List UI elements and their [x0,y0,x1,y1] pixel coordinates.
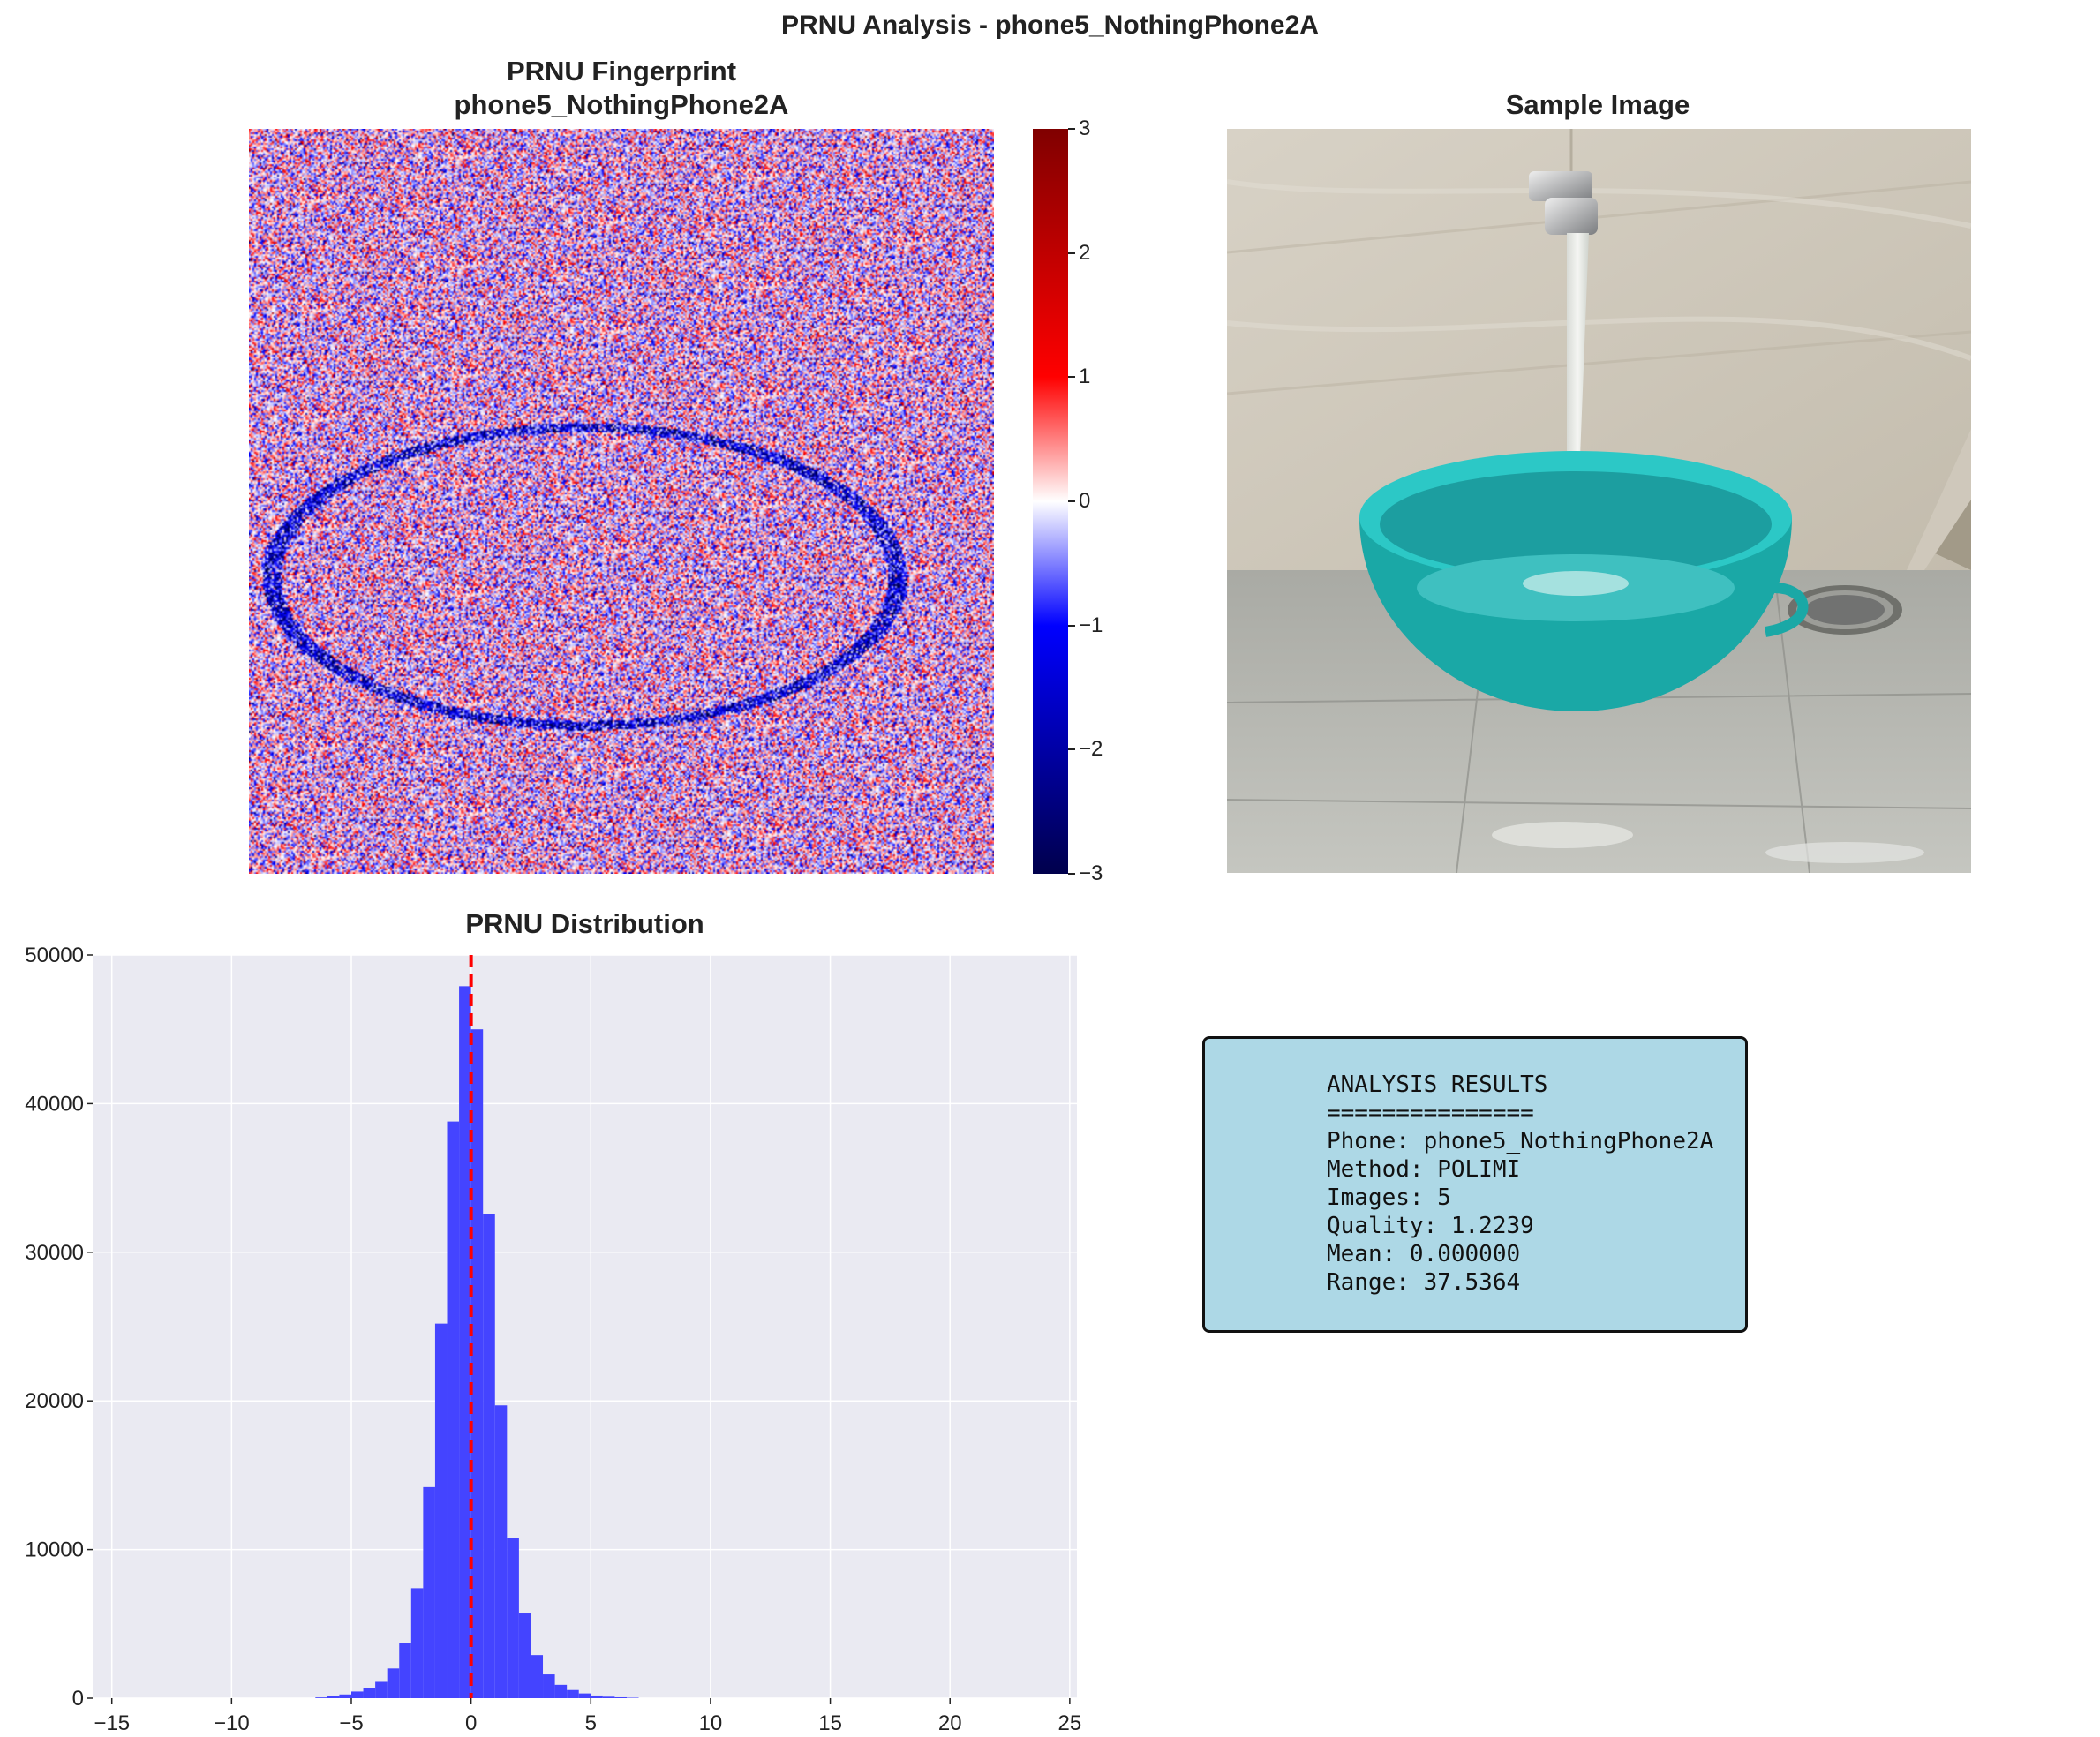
fingerprint-title-line1: PRNU Fingerprint [506,56,737,86]
colorbar-tick-label: 0 [1079,489,1091,513]
results-line: =============== [1327,1100,1534,1126]
prnu-fingerprint-heatmap [249,129,994,874]
colorbar-tick-label: 1 [1079,365,1091,389]
colorbar: 3 2 1 0 −1 −2 −3 [1033,118,1103,884]
y-tick-label: 30000 [25,1241,84,1265]
sample-image [1227,129,1971,873]
histogram-bar [327,1696,340,1698]
results-line: Range: 37.5364 [1327,1269,1521,1296]
x-tick-label: −15 [94,1711,130,1735]
results-line: Quality: 1.2239 [1327,1213,1534,1239]
histogram-bar [423,1486,435,1698]
results-line: Phone: phone5_NothingPhone2A [1327,1128,1714,1154]
colorbar-tick [1068,500,1075,502]
results-line: Images: 5 [1327,1184,1451,1211]
colorbar-tick-label: 3 [1079,117,1091,140]
results-line: Method: POLIMI [1327,1156,1521,1183]
x-tick-label: 0 [465,1711,477,1735]
histogram-bar [470,1029,484,1698]
y-tick-label: 20000 [25,1389,84,1413]
x-tick-label: 20 [938,1711,962,1735]
colorbar-tick-label: −3 [1079,861,1103,885]
colorbar-tick [1068,128,1075,130]
histogram-bar [614,1696,627,1698]
histogram-bar [543,1674,555,1698]
x-tick-label: −5 [339,1711,363,1735]
x-tick-label: 25 [1058,1711,1082,1735]
histogram-bar [626,1697,639,1698]
histogram-bar [339,1694,351,1698]
histogram-bar [494,1405,508,1698]
histogram-bar [507,1538,519,1698]
histogram-bar [350,1691,364,1698]
histogram-bar [591,1695,603,1698]
histogram-bar [447,1121,460,1698]
results-line: Mean: 0.000000 [1327,1241,1521,1267]
histogram-bar [578,1693,591,1698]
fingerprint-title: PRNU Fingerprint phone5_NothingPhone2A [249,55,994,122]
prnu-distribution-histogram: −15 −10 −5 0 5 10 15 20 25 0 10000 20000 30000 40000 5… [25,944,1082,1735]
histogram-bar [567,1689,579,1698]
fingerprint-title-line2: phone5_NothingPhone2A [454,89,789,120]
x-tick-label: −10 [214,1711,250,1735]
y-tick-label: 50000 [25,944,84,967]
colorbar-tick [1068,252,1075,254]
y-tick-label: 40000 [25,1092,84,1116]
x-tick-label: 5 [585,1711,597,1735]
colorbar-tick [1068,624,1075,627]
histogram-bar [387,1668,400,1698]
colorbar-tick [1068,748,1075,751]
colorbar-tick-label: −1 [1079,613,1103,637]
figure-title: PRNU Analysis - phone5_NothingPhone2A [781,11,1319,40]
x-tick-label: 15 [818,1711,842,1735]
colorbar-tick-label: −2 [1079,737,1103,762]
histogram-bar [531,1655,544,1698]
histogram-bar [434,1323,448,1698]
y-tick-label: 10000 [25,1538,84,1562]
analysis-results-box: ANALYSIS RESULTS =============== Phone: ph… [1202,1036,1748,1333]
colorbar-tick-label: 2 [1079,240,1091,265]
distribution-title: PRNU Distribution [465,908,704,939]
y-tick-label: 0 [72,1687,84,1711]
histogram-bar [459,986,471,1698]
histogram-bar [375,1681,388,1698]
histogram-bar [554,1684,568,1698]
sample-image-title: Sample Image [1505,89,1690,120]
histogram-bar [315,1697,327,1698]
plot-background [93,955,1077,1698]
histogram-bar [410,1588,424,1698]
histogram-bar [399,1643,411,1698]
colorbar-tick [1068,376,1075,379]
histogram-bar [602,1696,615,1698]
colorbar-tick [1068,873,1075,875]
histogram-bar [363,1688,376,1698]
histogram-bar [518,1613,531,1698]
analysis-results-text: ANALYSIS RESULTS =============== Phone: ph… [1327,1071,1713,1297]
x-tick-label: 10 [699,1711,723,1735]
histogram-bar [483,1214,495,1698]
results-line: ANALYSIS RESULTS [1327,1072,1548,1098]
